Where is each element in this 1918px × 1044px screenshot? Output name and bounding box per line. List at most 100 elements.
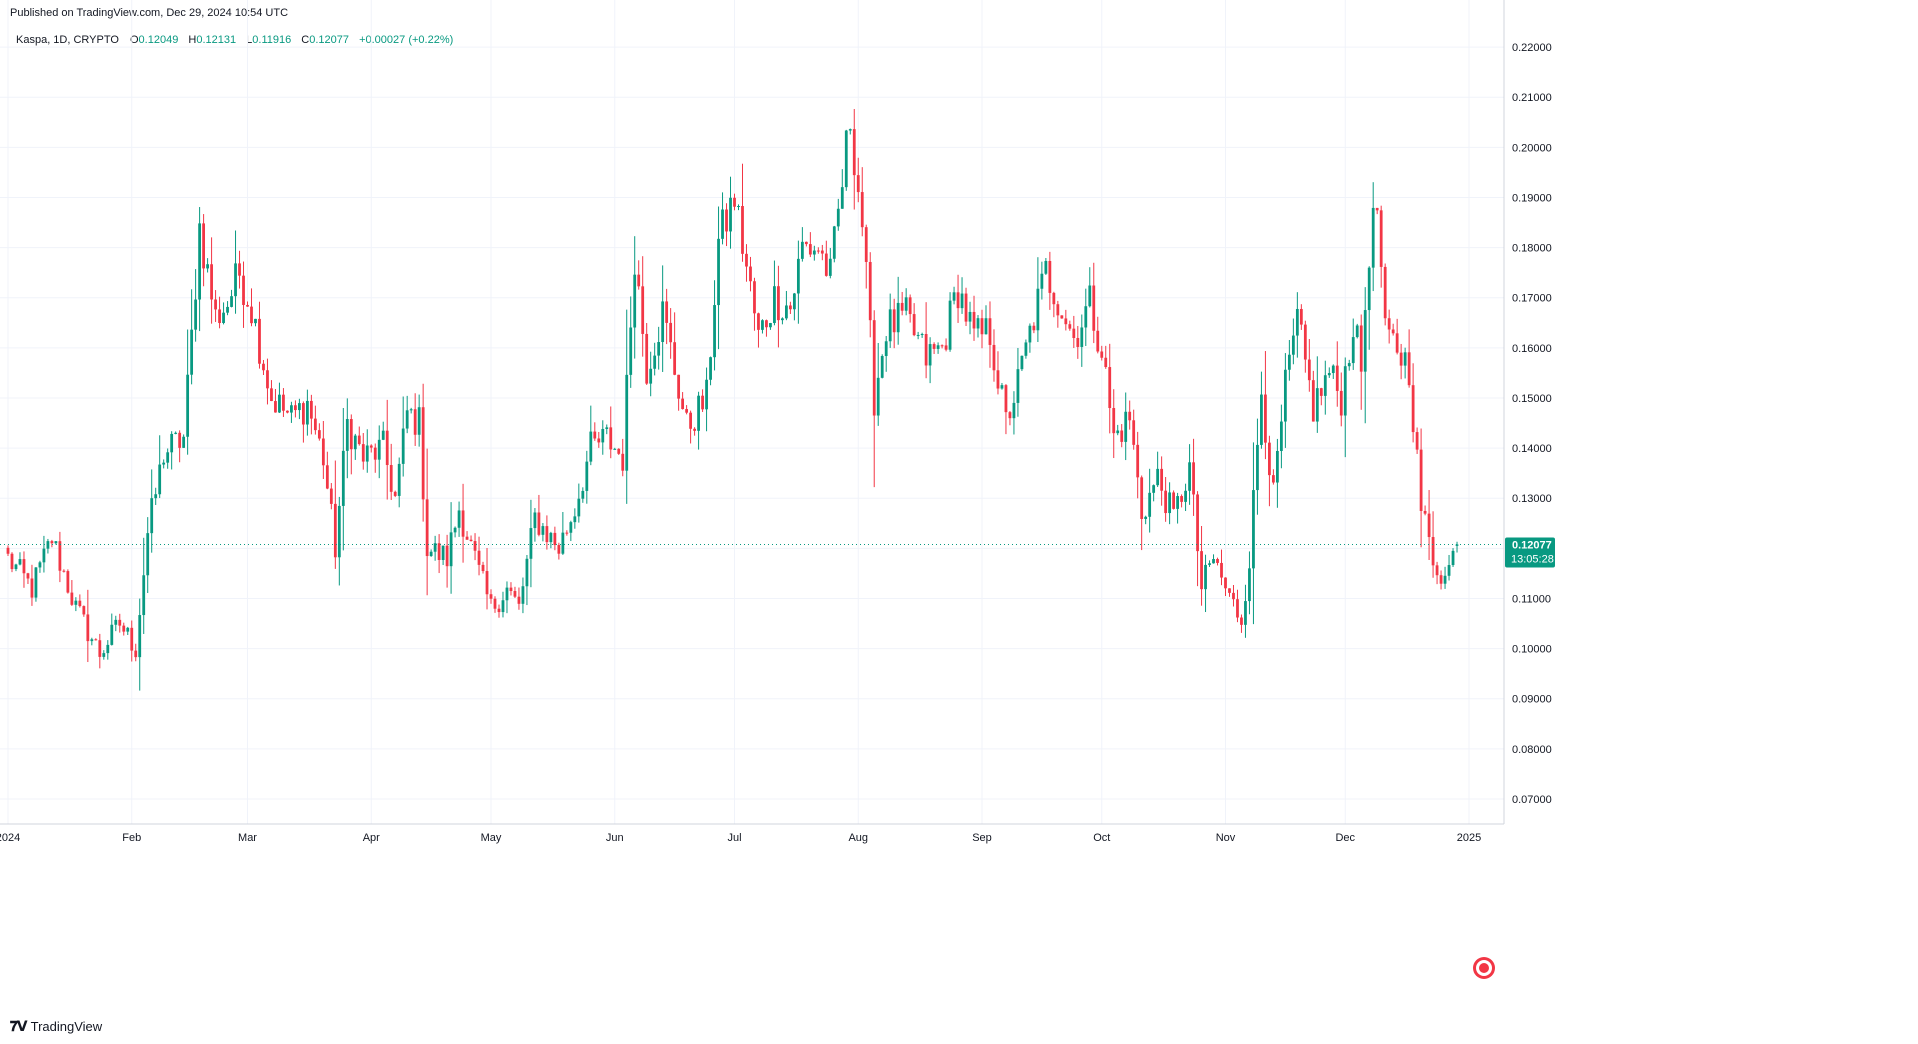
candle-body (82, 606, 86, 615)
candle-body (1156, 468, 1160, 486)
x-tick-label: Mar (238, 832, 257, 844)
candle-body (1407, 352, 1411, 386)
x-tick-label: Oct (1093, 832, 1110, 844)
change-value: +0.00027 (+0.22%) (359, 34, 454, 46)
candle-body (321, 438, 325, 466)
candle-body (86, 614, 90, 642)
candle-body (1124, 411, 1128, 442)
candle-body (329, 488, 333, 504)
candle-body (808, 244, 812, 255)
candle-body (737, 206, 740, 208)
candle-body (333, 503, 337, 558)
candle-body (565, 532, 569, 534)
candle-body (1012, 402, 1016, 419)
candle-body (581, 490, 585, 499)
candle-body (828, 258, 832, 276)
candle-body (437, 543, 441, 560)
candle-body (1080, 327, 1084, 347)
y-tick-label: 0.19000 (1512, 192, 1552, 204)
open-value: 0.12049 (138, 34, 179, 46)
candle-body (222, 312, 225, 324)
candle-body (1168, 492, 1172, 514)
candle-body (860, 192, 864, 228)
candle-body (1299, 308, 1303, 325)
candle-body (278, 394, 281, 413)
candle-body (1064, 318, 1068, 325)
candle-body (162, 462, 166, 465)
price-tag-box (1505, 537, 1555, 568)
ohlc-legend: Kaspa, 1D, CRYPTO O0.12049 H0.12131 L0.1… (16, 34, 460, 46)
candle-body (964, 293, 968, 322)
candle-body (884, 341, 888, 357)
candle-body (1443, 575, 1447, 584)
tradingview-logo[interactable]: 𝟕𝗩 TradingView (10, 1018, 102, 1035)
candle-body (298, 403, 301, 411)
candle-body (473, 541, 477, 551)
candle-body (1148, 492, 1152, 517)
candle-body (876, 377, 880, 416)
candle-body (976, 318, 980, 329)
candle-body (597, 438, 601, 443)
candle-body (150, 498, 154, 534)
candle-body (373, 447, 377, 460)
candle-body (729, 197, 732, 232)
price-tag-countdown: 13:05:28 (1511, 553, 1554, 565)
candle-body (792, 293, 796, 310)
candle-body (341, 450, 345, 506)
candle-body (1343, 366, 1347, 416)
candle-body (393, 491, 397, 496)
y-tick-label: 0.20000 (1512, 142, 1552, 154)
candle-body (569, 522, 573, 533)
candle-body (493, 598, 497, 609)
time-axis[interactable]: 2024 Feb Mar Apr May Jun Jul Aug Sep Oct Nov Dec 202… (0, 832, 1481, 844)
symbol-label[interactable]: Kaspa, 1D, CRYPTO (16, 34, 119, 46)
candle-body (74, 600, 78, 605)
candle-body (1252, 490, 1255, 569)
candle-body (142, 575, 146, 616)
candle-body (206, 264, 209, 269)
candle-body (892, 309, 896, 333)
candle-body (1260, 394, 1263, 445)
candle-body (956, 292, 960, 309)
candle-body (1052, 292, 1056, 305)
candle-body (1096, 330, 1100, 352)
candle-body (353, 435, 357, 450)
candle-body (385, 430, 389, 466)
candle-body (1092, 285, 1096, 331)
candle-body (800, 241, 804, 259)
candle-body (840, 187, 844, 209)
candle-body (1339, 390, 1343, 416)
candle-body (713, 305, 716, 358)
open-label: O (129, 34, 139, 46)
x-tick-label: 2025 (1457, 832, 1481, 844)
brand-name: TradingView (30, 1019, 103, 1034)
candle-body (816, 250, 820, 252)
candle-body (1172, 492, 1176, 509)
candle-body (1279, 421, 1283, 451)
candle-body (1116, 430, 1120, 434)
candle-body (721, 209, 724, 239)
candle-body (218, 309, 221, 324)
candle-body (1048, 260, 1052, 293)
candle-body (317, 430, 321, 439)
candle-body (1379, 210, 1383, 267)
candle-body (122, 625, 126, 632)
candle-body (745, 253, 748, 267)
candle-body (1020, 355, 1024, 370)
x-tick-label: Jun (606, 832, 624, 844)
candle-body (1256, 444, 1259, 491)
candle-body (844, 130, 848, 188)
candle-body (1375, 207, 1379, 211)
alert-badge-icon[interactable] (1473, 957, 1495, 979)
candle-body (960, 293, 964, 309)
price-axis[interactable]: 0.22000 0.21000 0.20000 0.19000 0.18000 0.170… (1512, 42, 1552, 806)
candle-body (529, 528, 533, 559)
candle-body (1076, 338, 1080, 347)
candle-body (972, 311, 976, 329)
candle-body (405, 410, 409, 429)
candle-body (980, 318, 984, 335)
candle-body (796, 258, 800, 294)
candle-body (709, 357, 712, 380)
candle-body (553, 532, 557, 546)
